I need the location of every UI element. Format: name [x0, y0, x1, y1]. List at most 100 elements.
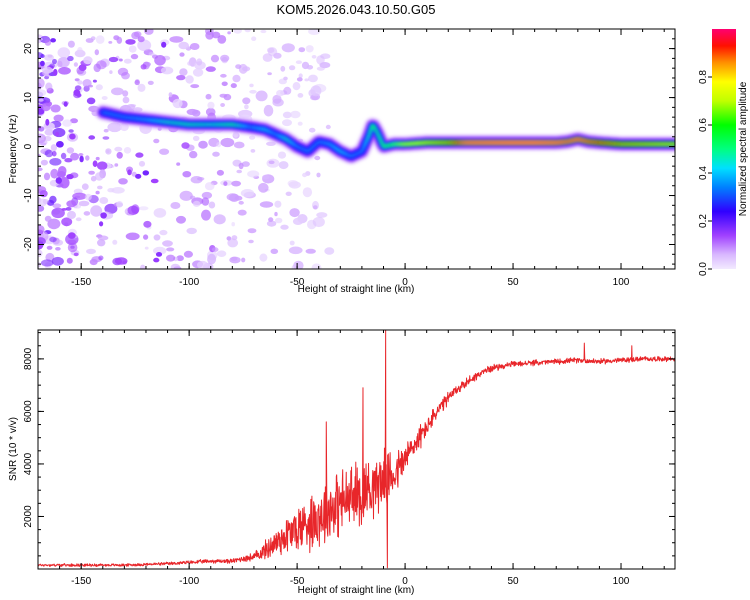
noise-blob: [159, 148, 170, 155]
noise-blob: [123, 147, 132, 154]
noise-blob: [178, 41, 189, 50]
noise-blob: [52, 203, 62, 209]
noise-blob: [81, 183, 89, 190]
noise-blob: [97, 235, 109, 241]
noise-blob: [98, 255, 104, 261]
noise-blob: [312, 216, 325, 228]
noise-blob: [41, 102, 51, 112]
noise-blob: [92, 79, 97, 83]
noise-blob: [201, 209, 211, 221]
noise-blob: [99, 197, 109, 204]
noise-blob: [249, 89, 257, 94]
noise-blob: [140, 64, 147, 70]
noise-blob: [192, 200, 201, 207]
noise-blob: [86, 97, 96, 105]
noise-blob: [44, 75, 50, 80]
noise-blob-strong: [40, 60, 45, 67]
noise-blob: [62, 119, 72, 127]
noise-blob: [274, 211, 278, 217]
noise-blob: [106, 149, 110, 154]
noise-blob: [285, 191, 292, 196]
noise-blob: [292, 82, 301, 91]
snr-xtick-label: 50: [507, 576, 519, 587]
noise-blob: [135, 152, 144, 158]
noise-blob: [51, 207, 65, 219]
noise-blob: [78, 200, 90, 207]
noise-blob: [268, 217, 274, 222]
noise-blob: [107, 188, 115, 193]
noise-blob: [50, 168, 59, 179]
noise-blob: [44, 149, 54, 158]
noise-blob: [297, 121, 303, 126]
noise-blob: [196, 58, 203, 66]
noise-blob: [241, 257, 246, 263]
noise-blob: [70, 152, 80, 161]
noise-blob: [44, 129, 54, 136]
noise-blob: [137, 39, 152, 52]
noise-blob: [42, 198, 49, 205]
noise-blob: [40, 259, 54, 267]
noise-blob: [49, 236, 57, 243]
noise-blob: [242, 97, 251, 105]
noise-blob: [109, 70, 113, 74]
noise-blob: [255, 90, 268, 102]
noise-blob: [289, 240, 295, 246]
noise-blob: [58, 67, 71, 75]
noise-blob: [107, 122, 122, 133]
noise-blob: [212, 151, 220, 157]
noise-blob: [50, 144, 58, 152]
noise-blob: [43, 122, 55, 131]
noise-blob: [47, 218, 61, 230]
noise-blob: [231, 222, 235, 227]
noise-blob: [324, 247, 335, 255]
noise-blob: [258, 182, 269, 193]
noise-blob: [73, 62, 78, 67]
colorbar-label: Normalized spectral amplitude: [738, 81, 749, 216]
noise-blob: [302, 172, 308, 178]
noise-blob: [66, 147, 75, 154]
noise-blob: [101, 96, 108, 100]
noise-blob-strong: [73, 89, 81, 96]
noise-blob: [52, 58, 57, 65]
noise-blob: [189, 150, 198, 159]
noise-blob: [166, 254, 176, 262]
noise-blob-strong: [56, 141, 64, 148]
spectrogram-xtick-label: 50: [507, 277, 519, 288]
noise-blob: [44, 39, 52, 46]
spectrogram-ytick-label: 0: [23, 143, 34, 149]
noise-blob: [179, 68, 188, 76]
noise-blob: [66, 200, 77, 208]
noise-blob: [207, 101, 215, 109]
spectrogram-ytick-label: 20: [23, 43, 34, 55]
noise-blob: [131, 204, 140, 214]
colorbar-tick-label: 0.2: [698, 214, 709, 228]
noise-blob: [46, 245, 53, 250]
noise-blob: [235, 64, 242, 69]
noise-blob: [205, 66, 216, 72]
noise-blob: [298, 73, 303, 79]
noise-blob: [148, 52, 155, 56]
noise-blob: [296, 77, 303, 82]
spectrogram-xtick-label: -50: [290, 277, 305, 288]
noise-blob: [278, 161, 289, 170]
noise-blob: [137, 83, 146, 92]
colorbar-tick-label: 0.4: [698, 166, 709, 180]
noise-blob-strong: [79, 155, 84, 163]
noise-blob: [38, 224, 45, 234]
noise-blob: [59, 177, 70, 189]
noise-blob-strong: [142, 170, 150, 176]
noise-blob: [53, 114, 64, 123]
noise-blob: [232, 74, 241, 83]
noise-blob: [220, 54, 230, 62]
colorbar-tick-label: 0.0: [698, 262, 709, 276]
noise-blob: [42, 66, 53, 74]
noise-blob: [192, 68, 204, 77]
noise-blob: [52, 150, 57, 157]
chart-title: KOM5.2026.043.10.50.G05: [276, 2, 435, 17]
noise-blob: [49, 195, 57, 204]
noise-blob: [283, 86, 292, 95]
noise-blob: [77, 80, 83, 85]
spectrogram-xtick-label: -150: [71, 277, 91, 288]
noise-blob: [61, 217, 73, 227]
